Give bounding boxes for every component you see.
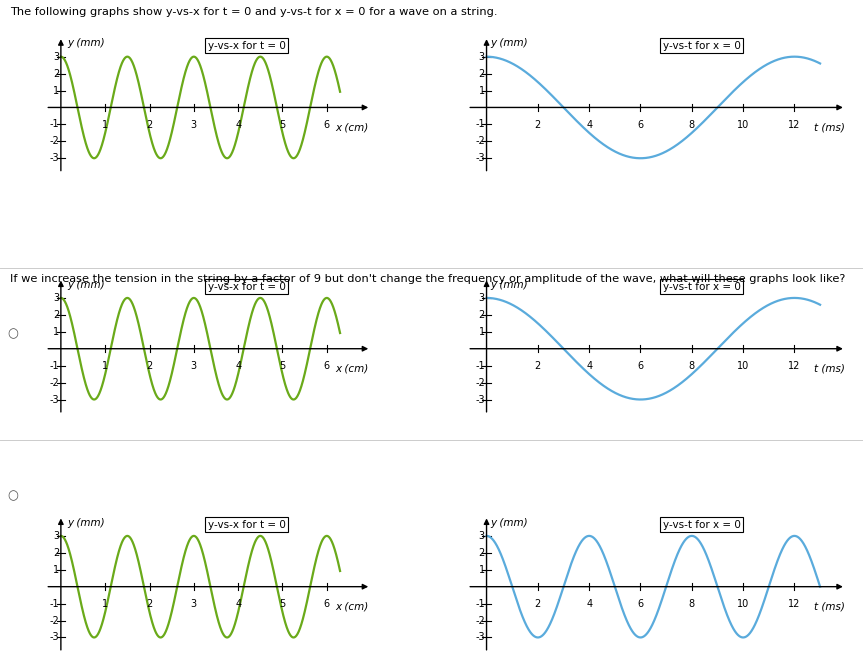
Text: 2: 2 xyxy=(535,599,541,609)
Text: y-vs-x for t = 0: y-vs-x for t = 0 xyxy=(207,282,286,292)
Text: If we increase the tension in the string by a factor of 9 but don't change the f: If we increase the tension in the string… xyxy=(10,274,846,284)
Text: 2: 2 xyxy=(147,120,153,130)
Text: 10: 10 xyxy=(737,361,749,371)
Text: 6: 6 xyxy=(324,361,330,371)
Text: -1: -1 xyxy=(476,120,485,130)
Text: -1: -1 xyxy=(476,361,485,371)
Text: -3: -3 xyxy=(476,153,485,163)
Text: 3: 3 xyxy=(54,531,60,541)
Text: 3: 3 xyxy=(191,120,197,130)
Text: t (ms): t (ms) xyxy=(814,122,845,132)
Text: 4: 4 xyxy=(586,361,592,371)
Text: 2: 2 xyxy=(54,69,60,79)
Text: 3: 3 xyxy=(479,531,485,541)
Text: 2: 2 xyxy=(54,548,60,558)
Text: -1: -1 xyxy=(50,599,60,609)
Text: 12: 12 xyxy=(788,599,801,609)
Text: 2: 2 xyxy=(479,548,485,558)
Text: 6: 6 xyxy=(638,120,644,130)
Text: -2: -2 xyxy=(50,136,60,146)
Text: y-vs-t for x = 0: y-vs-t for x = 0 xyxy=(663,520,740,529)
Text: -1: -1 xyxy=(50,361,60,371)
Text: 12: 12 xyxy=(788,361,801,371)
Text: y (mm): y (mm) xyxy=(67,518,105,527)
Text: 1: 1 xyxy=(102,599,108,609)
Text: -2: -2 xyxy=(476,377,485,387)
Text: y (mm): y (mm) xyxy=(67,280,105,290)
Text: 2: 2 xyxy=(54,310,60,320)
Text: 2: 2 xyxy=(535,120,541,130)
Text: 4: 4 xyxy=(586,120,592,130)
Text: 1: 1 xyxy=(54,327,60,337)
Text: 3: 3 xyxy=(191,361,197,371)
Text: 1: 1 xyxy=(102,120,108,130)
Text: y-vs-t for x = 0: y-vs-t for x = 0 xyxy=(663,282,740,292)
Text: -3: -3 xyxy=(50,633,60,642)
Text: t (ms): t (ms) xyxy=(814,364,845,373)
Text: 8: 8 xyxy=(689,361,695,371)
Text: y (mm): y (mm) xyxy=(490,518,528,527)
Text: ○: ○ xyxy=(7,327,18,340)
Text: 12: 12 xyxy=(788,120,801,130)
Text: 3: 3 xyxy=(479,52,485,61)
Text: -1: -1 xyxy=(476,599,485,609)
Text: 6: 6 xyxy=(324,599,330,609)
Text: -3: -3 xyxy=(476,395,485,405)
Text: x (cm): x (cm) xyxy=(336,364,369,373)
Text: -2: -2 xyxy=(476,136,485,146)
Text: -2: -2 xyxy=(476,615,485,625)
Text: y (mm): y (mm) xyxy=(490,280,528,290)
Text: -2: -2 xyxy=(50,377,60,387)
Text: 6: 6 xyxy=(324,120,330,130)
Text: 2: 2 xyxy=(479,310,485,320)
Text: 1: 1 xyxy=(479,564,485,575)
Text: -3: -3 xyxy=(50,153,60,163)
Text: 4: 4 xyxy=(586,599,592,609)
Text: 4: 4 xyxy=(235,361,241,371)
Text: y-vs-x for t = 0: y-vs-x for t = 0 xyxy=(207,40,286,50)
Text: 2: 2 xyxy=(535,361,541,371)
Text: y (mm): y (mm) xyxy=(490,38,528,48)
Text: 3: 3 xyxy=(54,52,60,61)
Text: -2: -2 xyxy=(50,615,60,625)
Text: 10: 10 xyxy=(737,599,749,609)
Text: x (cm): x (cm) xyxy=(336,602,369,611)
Text: y-vs-x for t = 0: y-vs-x for t = 0 xyxy=(207,520,286,529)
Text: 6: 6 xyxy=(638,599,644,609)
Text: 3: 3 xyxy=(54,293,60,303)
Text: ○: ○ xyxy=(7,489,18,502)
Text: 4: 4 xyxy=(235,599,241,609)
Text: 8: 8 xyxy=(689,120,695,130)
Text: 3: 3 xyxy=(479,293,485,303)
Text: The following graphs show y-vs-x for t = 0 and y-vs-t for x = 0 for a wave on a : The following graphs show y-vs-x for t =… xyxy=(10,7,498,17)
Text: y-vs-t for x = 0: y-vs-t for x = 0 xyxy=(663,40,740,50)
Text: 1: 1 xyxy=(479,327,485,337)
Text: 5: 5 xyxy=(280,361,286,371)
Text: 1: 1 xyxy=(54,85,60,96)
Text: -3: -3 xyxy=(476,633,485,642)
Text: y (mm): y (mm) xyxy=(67,38,105,48)
Text: 8: 8 xyxy=(689,599,695,609)
Text: t (ms): t (ms) xyxy=(814,602,845,611)
Text: 2: 2 xyxy=(147,361,153,371)
Text: 4: 4 xyxy=(235,120,241,130)
Text: 5: 5 xyxy=(280,120,286,130)
Text: 10: 10 xyxy=(737,120,749,130)
Text: 6: 6 xyxy=(638,361,644,371)
Text: -3: -3 xyxy=(50,395,60,405)
Text: 1: 1 xyxy=(479,85,485,96)
Text: -1: -1 xyxy=(50,120,60,130)
Text: 1: 1 xyxy=(102,361,108,371)
Text: 5: 5 xyxy=(280,599,286,609)
Text: x (cm): x (cm) xyxy=(336,122,369,132)
Text: 2: 2 xyxy=(479,69,485,79)
Text: 2: 2 xyxy=(147,599,153,609)
Text: 3: 3 xyxy=(191,599,197,609)
Text: 1: 1 xyxy=(54,564,60,575)
